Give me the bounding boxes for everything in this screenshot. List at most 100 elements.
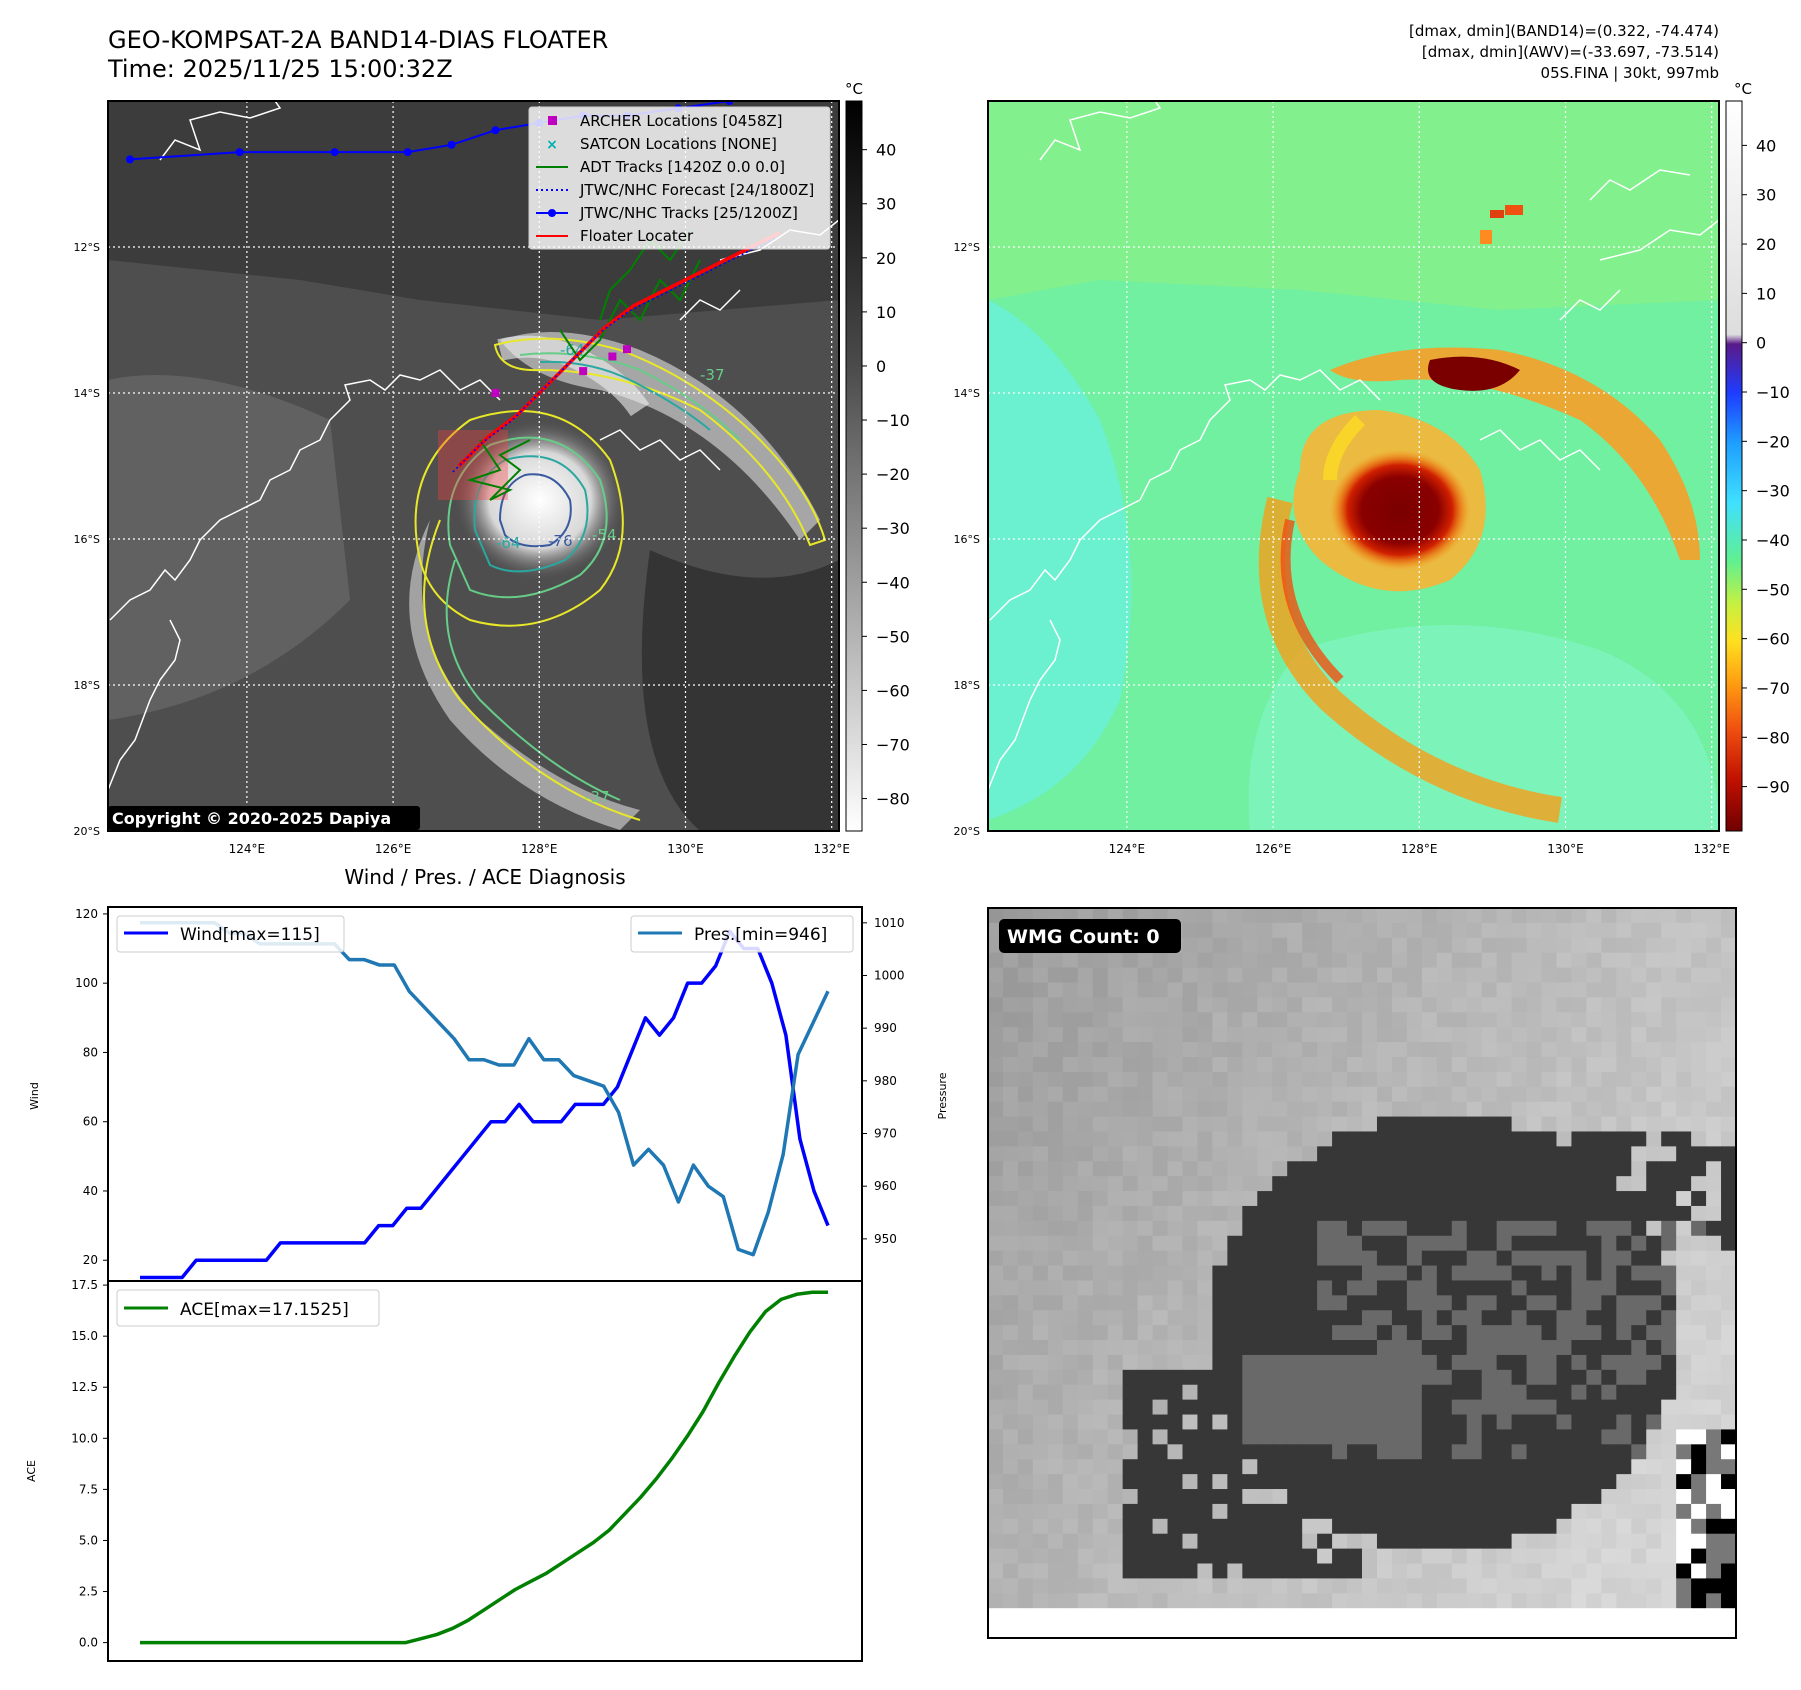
wmg-cell: [1706, 1042, 1722, 1058]
wmg-cell: [1511, 1384, 1528, 1401]
wmg-row: [988, 1176, 1736, 1192]
wmg-cell: [1062, 982, 1079, 998]
wmg-cell: [1691, 1056, 1707, 1073]
wmg-cell: [1376, 1563, 1393, 1580]
wmg-cell: [1691, 1414, 1707, 1431]
wmg-cell: [1646, 1444, 1662, 1460]
jtwc-track-point: [403, 148, 412, 157]
wmg-cell: [1362, 1027, 1378, 1043]
wmg-cell: [1556, 1310, 1573, 1326]
wmg-cell: [1466, 1235, 1483, 1252]
wmg-row: [988, 1399, 1736, 1416]
wmg-cell: [1137, 982, 1154, 998]
wmg-cell: [1272, 1071, 1288, 1088]
wmg-cell: [1137, 1474, 1154, 1490]
wmg-cell: [1062, 1384, 1079, 1401]
wmg-cell: [1526, 982, 1543, 998]
wmg-cell: [1302, 982, 1318, 998]
wmg-cell: [1002, 1310, 1019, 1326]
wmg-cell: [1391, 937, 1408, 954]
wmg-cell: [1466, 1265, 1483, 1282]
wmg-cell: [1661, 1191, 1677, 1207]
wmg-cell: [1691, 1518, 1707, 1535]
wmg-cell: [1496, 1012, 1513, 1028]
wmg-cell: [1077, 1623, 1094, 1638]
wmg-cell: [988, 1325, 1004, 1341]
enhanced-map-panel: 12°S14°S16°S18°S20°S 124°E 126°E 128°E 130°…: [954, 80, 1790, 856]
wmg-cell: [1676, 997, 1692, 1013]
wmg-cell: [1347, 1235, 1363, 1252]
wmg-cell: [1227, 952, 1243, 969]
wmg-cell: [1466, 1250, 1483, 1267]
wmg-cell: [1421, 1429, 1438, 1445]
wmg-row: [988, 1012, 1736, 1028]
wmg-cell: [1197, 1027, 1213, 1043]
wmg-cell: [1391, 1444, 1408, 1460]
wmg-cell: [1212, 1340, 1228, 1356]
wmg-cell: [1242, 952, 1258, 969]
wmg-cell: [1062, 1235, 1079, 1252]
wmg-cell: [1167, 1489, 1184, 1505]
wmg-cell: [1092, 1399, 1109, 1416]
wmg-cell: [1227, 1086, 1243, 1103]
wmg-cell: [1092, 1265, 1109, 1282]
wmg-row: [988, 1131, 1736, 1147]
wmg-cell: [1571, 1489, 1587, 1505]
wmg-cell: [1436, 967, 1453, 984]
wmg-cell: [1032, 1429, 1049, 1445]
wmg-cell: [1511, 1354, 1528, 1371]
wmg-cell: [1302, 1131, 1318, 1147]
floater-track-line: [457, 230, 782, 468]
wmg-cell: [1017, 1250, 1034, 1267]
wmg-cell: [1242, 1220, 1258, 1237]
wmg-row: [988, 1414, 1736, 1431]
wmg-cell: [1347, 1578, 1363, 1594]
wmg-cell: [1212, 1131, 1228, 1147]
wmg-cell: [1511, 1340, 1528, 1356]
wmg-cell: [1676, 1623, 1692, 1638]
wmg-cell: [1496, 952, 1513, 969]
wmg-cell: [1586, 1384, 1602, 1401]
wmg-cell: [1032, 1161, 1049, 1177]
wmg-row: [988, 1548, 1736, 1565]
wmg-cell: [1287, 1548, 1303, 1565]
wmg-cell: [988, 1429, 1004, 1445]
wmg-cell: [1242, 922, 1258, 939]
wmg-cell: [1391, 1131, 1408, 1147]
wmg-cell: [1676, 1250, 1692, 1267]
wmg-cell: [1257, 1220, 1273, 1237]
wmg-cell: [1032, 1191, 1049, 1207]
wmg-cell: [1691, 1161, 1707, 1177]
wmg-cell: [1436, 1116, 1453, 1133]
wmg-cell: [1152, 1116, 1169, 1133]
wmg-cell: [1616, 1235, 1632, 1252]
wmg-cell: [1601, 1205, 1617, 1222]
wmg-cell: [1511, 1503, 1528, 1520]
wmg-cell: [1421, 1191, 1438, 1207]
wmg-cell: [1376, 1489, 1393, 1505]
wmg-cell: [1631, 1101, 1647, 1118]
wmg-cell: [1032, 1146, 1049, 1162]
wmg-cell: [1212, 1116, 1228, 1133]
wmg-cell: [1571, 1593, 1587, 1609]
wmg-cell: [1481, 1012, 1498, 1028]
wmg-cell: [1242, 1191, 1258, 1207]
wmg-row: [988, 1161, 1736, 1177]
wmg-cell: [1556, 1250, 1573, 1267]
wmg-cell: [1511, 952, 1528, 969]
wmg-cell: [1242, 1340, 1258, 1356]
wmg-cell: [1317, 1414, 1333, 1431]
wmg-cell: [1661, 1474, 1677, 1490]
wmg-cell: [1047, 1042, 1064, 1058]
wmg-cell: [1406, 1429, 1423, 1445]
wmg-cell: [1077, 1071, 1094, 1088]
wmg-cell: [1406, 1369, 1423, 1386]
wmg-cell: [1466, 1101, 1483, 1118]
wmg-cell: [1646, 1146, 1662, 1162]
wmg-cell: [1541, 982, 1558, 998]
wmg-cell: [1436, 922, 1453, 939]
wmg-cell: [1526, 1161, 1543, 1177]
wmg-cell: [1661, 908, 1677, 924]
wmg-cell: [1242, 1384, 1258, 1401]
wmg-cell: [1182, 937, 1199, 954]
